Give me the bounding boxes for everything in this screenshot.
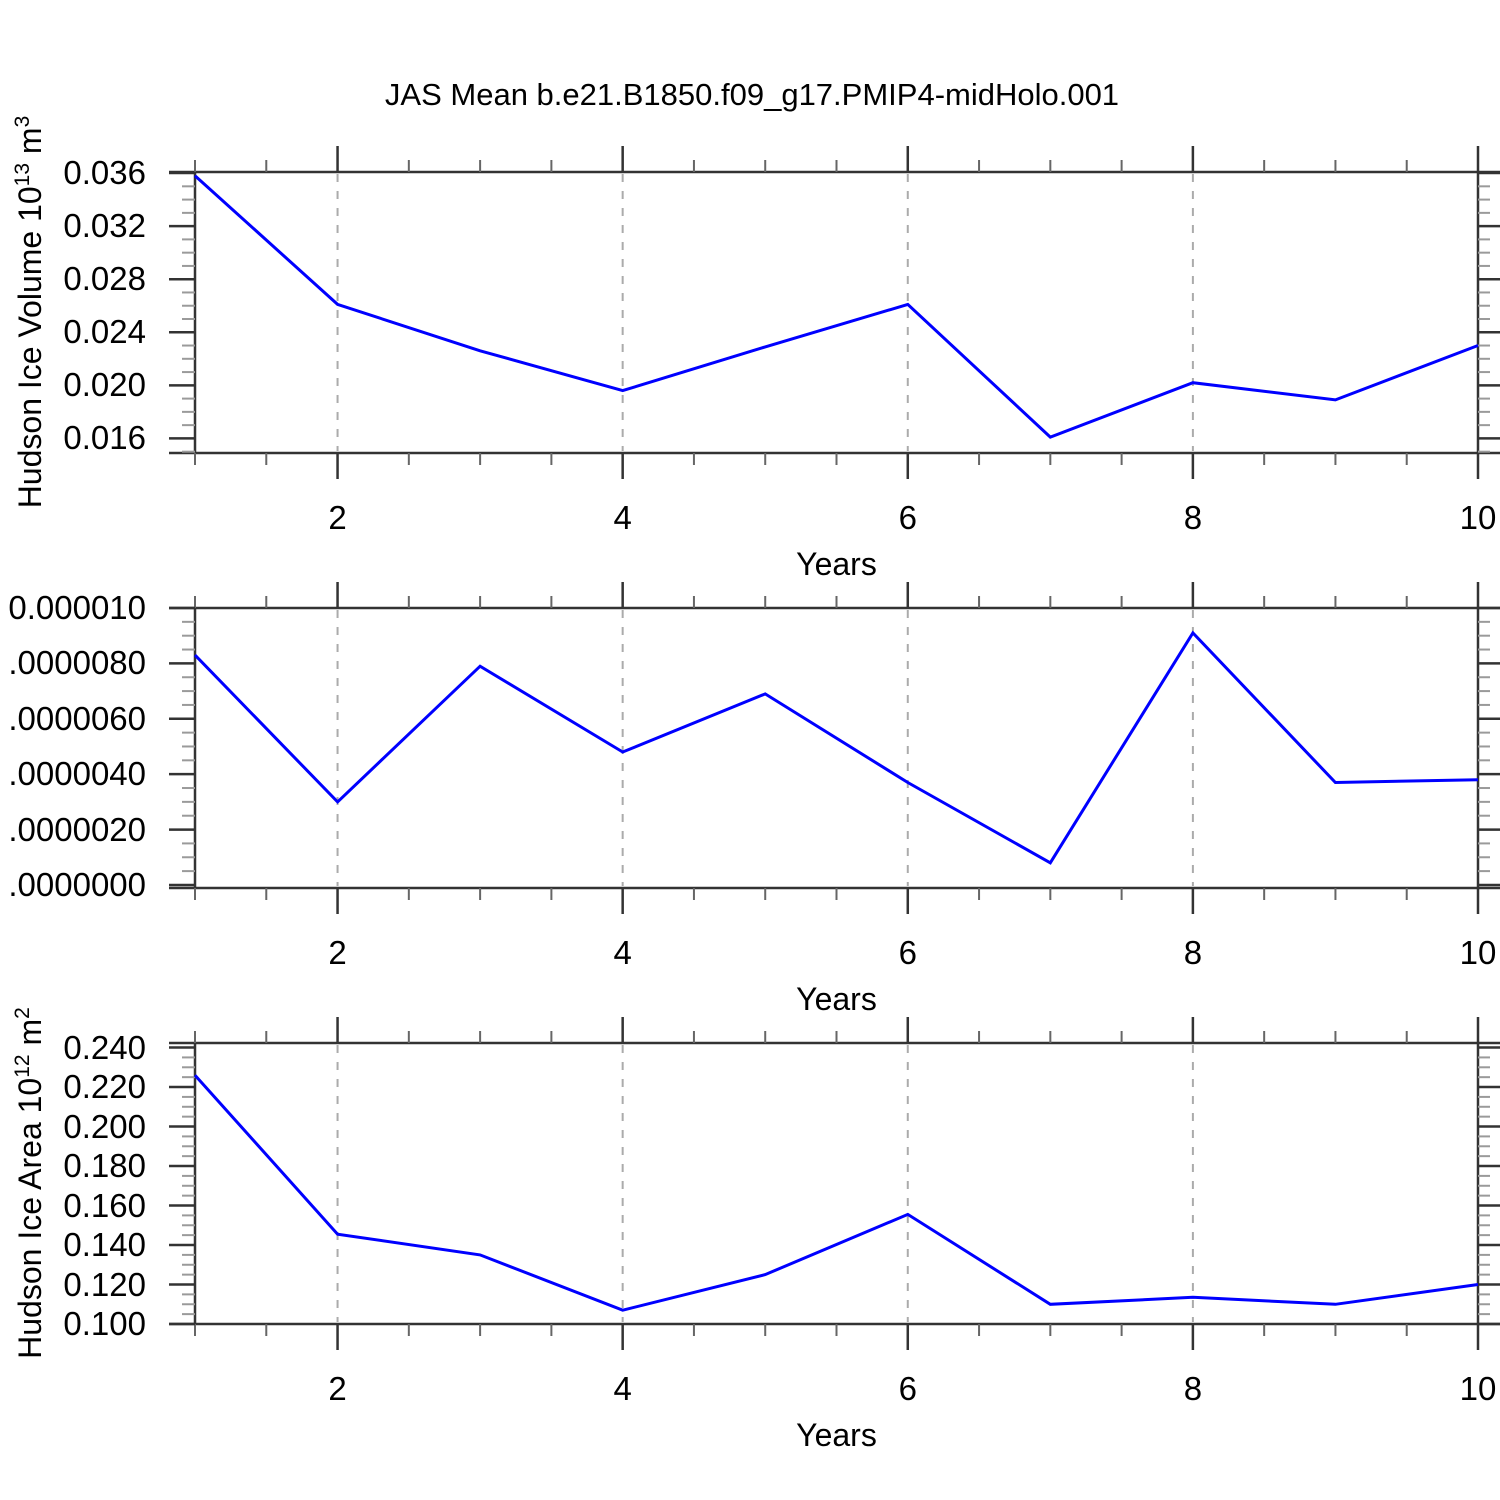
x-tick-label: 2 (328, 499, 347, 536)
y-tick-label: .0000020 (8, 810, 146, 848)
x-tick-label: 10 (1459, 1370, 1497, 1407)
y-tick-label: 0.028 (63, 260, 146, 298)
exponent-13: 13 (11, 162, 34, 187)
data-line-hudson-ice-volume (193, 174, 1479, 439)
x-axis-title-panel2: Years (796, 981, 877, 1017)
x-tick-label: 4 (613, 1370, 632, 1407)
x-tick-label: 8 (1183, 1370, 1203, 1407)
x-tick-label: 6 (898, 934, 917, 971)
exponent-2: 2 (11, 1007, 34, 1019)
x-axis-title-panel3: Years (796, 1417, 877, 1453)
y-tick-label: 0.024 (63, 313, 146, 351)
y-tick-label: 0.140 (63, 1226, 146, 1263)
x-tick-label: 4 (613, 934, 632, 971)
x-axis-title-panel1: Years (796, 546, 877, 582)
y-axis-title-text: Hudson Ice Volume 10 (12, 186, 48, 509)
y-axis-title-ice-area: Hudson Ice Area 1012 m2 (9, 883, 51, 1483)
y-tick-label: .0000080 (8, 644, 146, 682)
x-tick-label: 6 (898, 499, 917, 536)
y-tick-label: .0000060 (8, 699, 146, 737)
x-tick-label: 6 (898, 1370, 917, 1407)
y-tick-label: 0.032 (63, 207, 146, 245)
y-tick-label: 0.036 (63, 154, 146, 192)
x-tick-label: 2 (328, 934, 347, 971)
y-tick-label: 0.016 (63, 419, 146, 457)
unit-m: m (12, 1018, 48, 1055)
x-tick-label: 8 (1183, 934, 1203, 971)
y-tick-label: 0.100 (63, 1305, 146, 1342)
data-line-hudson-ice-growth (193, 630, 1479, 865)
y-tick-label: 0.200 (63, 1107, 146, 1145)
x-tick-label: 2 (328, 1370, 347, 1407)
y-tick-label: 0.000010 (8, 589, 146, 626)
y-axis-title-ice-volume: Hudson Ice Volume 1013 m3 (9, 12, 51, 612)
unit-m: m (12, 127, 48, 163)
y-axis-title-text: Hudson Ice Area 10 (12, 1077, 48, 1359)
y-tick-label: 0.120 (63, 1265, 146, 1303)
x-tick-label: 10 (1459, 934, 1497, 971)
y-tick-label: 0.220 (63, 1068, 146, 1106)
exponent-3: 3 (11, 115, 34, 128)
data-line-hudson-ice-area (193, 1074, 1479, 1312)
x-tick-label: 4 (613, 499, 632, 536)
y-tick-label: 0.160 (63, 1186, 146, 1224)
x-tick-label: 8 (1183, 499, 1203, 536)
exponent-12: 12 (11, 1054, 34, 1078)
y-tick-label: 0.180 (63, 1147, 146, 1185)
page-title: JAS Mean b.e21.B1850.f09_g17.PMIP4-midHo… (384, 77, 1120, 112)
y-tick-label: .0000040 (8, 755, 146, 793)
y-tick-label: .0000000 (8, 865, 146, 903)
x-tick-label: 10 (1459, 499, 1497, 536)
y-tick-label: 0.240 (63, 1028, 146, 1066)
y-tick-label: 0.020 (63, 366, 146, 404)
